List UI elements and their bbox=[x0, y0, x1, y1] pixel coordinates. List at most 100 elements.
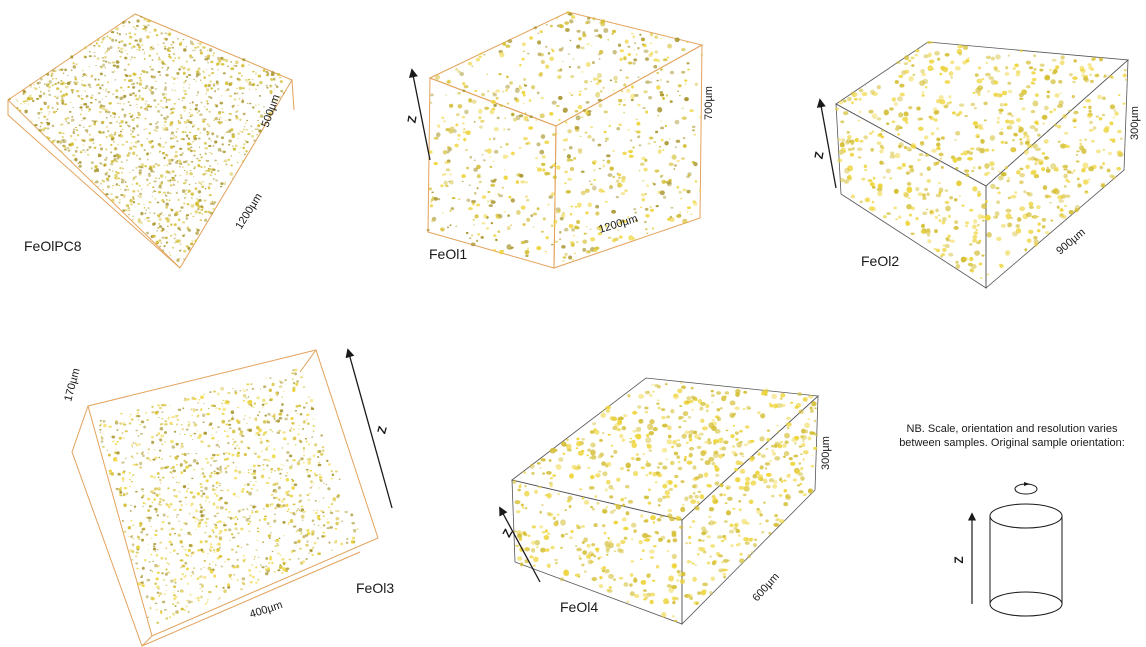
particle bbox=[190, 551, 194, 554]
particle bbox=[288, 454, 293, 458]
particle bbox=[967, 157, 973, 161]
particle bbox=[857, 156, 862, 159]
particle bbox=[630, 98, 634, 102]
particle bbox=[213, 390, 216, 393]
particle bbox=[125, 121, 128, 124]
particle bbox=[123, 115, 126, 118]
particle bbox=[174, 154, 178, 158]
particle bbox=[218, 555, 223, 558]
particle bbox=[130, 141, 133, 144]
particle bbox=[161, 228, 165, 231]
particle bbox=[1034, 127, 1039, 132]
particle bbox=[205, 92, 208, 95]
particle bbox=[271, 72, 275, 76]
particle bbox=[262, 403, 265, 407]
particle bbox=[219, 470, 223, 473]
particle bbox=[169, 50, 171, 53]
particle bbox=[148, 19, 151, 23]
particle bbox=[114, 420, 119, 425]
particle bbox=[212, 168, 216, 172]
particle bbox=[540, 59, 546, 65]
particle bbox=[155, 609, 158, 611]
particle bbox=[899, 83, 905, 88]
particle bbox=[644, 406, 649, 410]
particle bbox=[208, 474, 213, 478]
particle bbox=[1007, 54, 1011, 57]
particle bbox=[298, 509, 301, 511]
particle bbox=[301, 428, 305, 430]
particle bbox=[936, 146, 941, 151]
particle bbox=[120, 412, 123, 415]
particle bbox=[183, 197, 187, 199]
particle bbox=[37, 111, 41, 115]
particle bbox=[186, 582, 190, 585]
particle bbox=[429, 204, 434, 208]
particle bbox=[912, 73, 916, 76]
particle bbox=[242, 143, 246, 146]
particle bbox=[200, 489, 204, 492]
particle bbox=[492, 137, 496, 141]
particle bbox=[623, 111, 625, 114]
particle bbox=[154, 105, 158, 108]
particle bbox=[224, 133, 226, 135]
particle bbox=[110, 137, 115, 141]
particle bbox=[654, 530, 659, 534]
particle bbox=[264, 568, 267, 571]
particle bbox=[183, 548, 185, 550]
particle bbox=[189, 172, 193, 176]
particle bbox=[699, 432, 704, 436]
particle bbox=[624, 189, 628, 193]
particle bbox=[236, 518, 239, 520]
particle bbox=[131, 444, 133, 447]
particle bbox=[464, 109, 469, 115]
particle bbox=[112, 93, 114, 96]
particle bbox=[984, 200, 988, 203]
particle bbox=[724, 502, 728, 505]
particle bbox=[686, 211, 689, 213]
particle bbox=[616, 127, 621, 131]
particle bbox=[161, 476, 165, 479]
particle bbox=[224, 501, 229, 505]
particle bbox=[152, 476, 156, 479]
particle bbox=[1056, 124, 1062, 129]
particle bbox=[326, 518, 329, 520]
particle bbox=[172, 52, 176, 56]
particle bbox=[676, 439, 680, 442]
particle bbox=[169, 121, 174, 125]
particle bbox=[190, 502, 194, 506]
particle bbox=[1005, 66, 1009, 70]
particle bbox=[734, 431, 739, 435]
particle bbox=[568, 145, 573, 150]
particle bbox=[139, 79, 143, 82]
particle bbox=[619, 219, 625, 223]
particle bbox=[22, 89, 26, 94]
particle bbox=[199, 113, 203, 117]
particle bbox=[317, 461, 321, 464]
particle bbox=[164, 193, 167, 196]
particle bbox=[1066, 170, 1072, 174]
particle bbox=[282, 520, 286, 524]
particle bbox=[100, 66, 103, 69]
particle bbox=[157, 432, 161, 435]
particle bbox=[577, 65, 581, 69]
particle bbox=[1117, 94, 1121, 97]
particle bbox=[84, 151, 87, 153]
particle bbox=[149, 65, 152, 68]
particle bbox=[74, 149, 78, 153]
particle bbox=[955, 181, 962, 186]
particle bbox=[698, 189, 702, 192]
particle bbox=[939, 157, 943, 160]
particle bbox=[567, 177, 573, 181]
particle bbox=[1106, 168, 1111, 173]
particle bbox=[218, 531, 222, 534]
particle bbox=[550, 545, 555, 550]
particle bbox=[266, 86, 269, 89]
particle bbox=[1043, 139, 1049, 144]
particle bbox=[468, 184, 471, 186]
particle bbox=[159, 182, 163, 186]
particle bbox=[153, 212, 156, 215]
particle bbox=[574, 110, 579, 113]
particle bbox=[910, 206, 916, 211]
particle bbox=[593, 555, 597, 558]
particle bbox=[876, 85, 881, 90]
